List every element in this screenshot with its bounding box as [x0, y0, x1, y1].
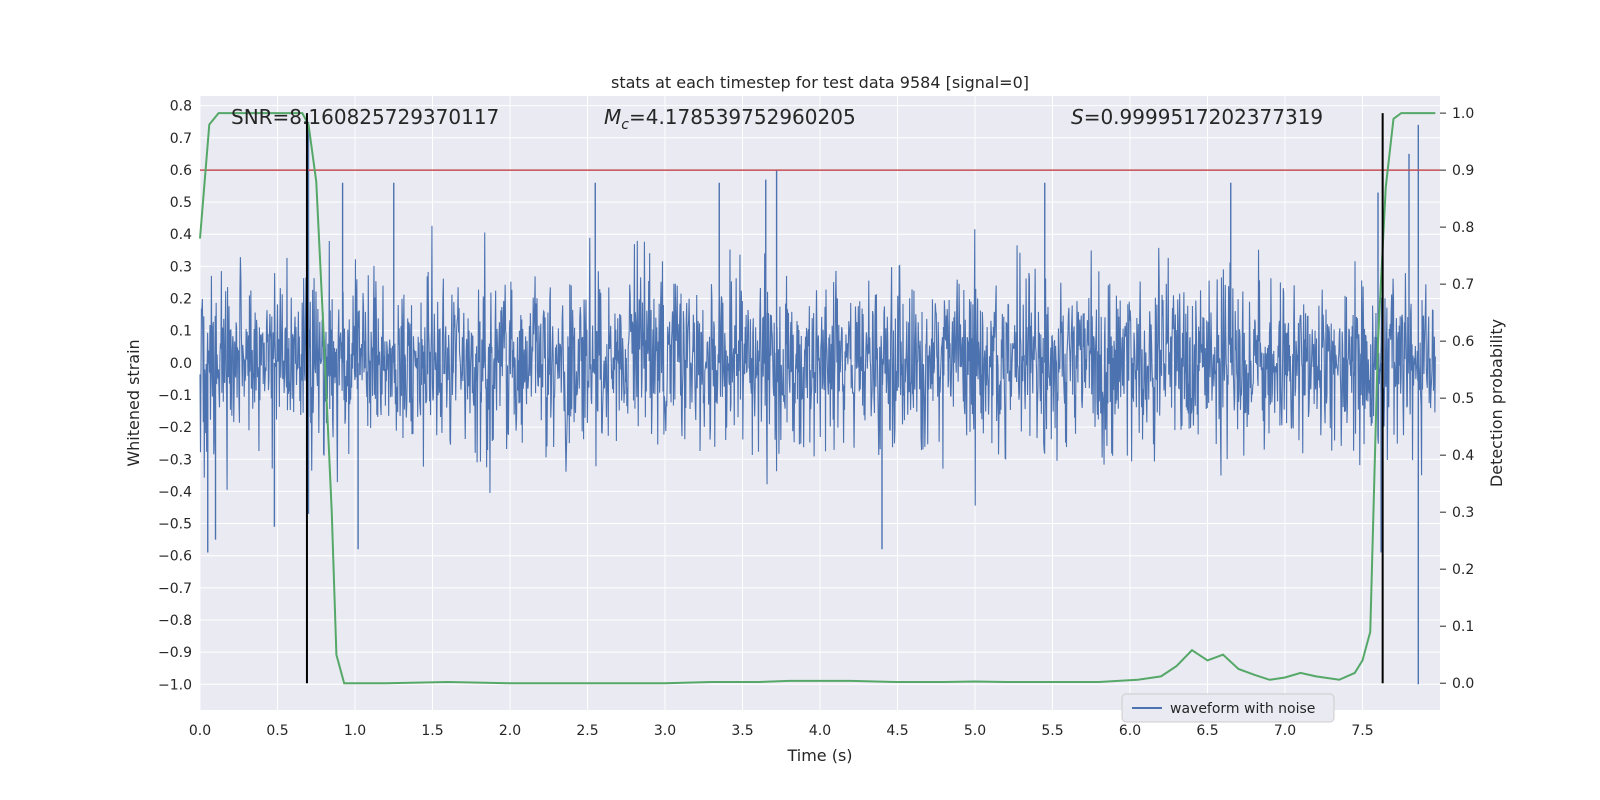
y-left-tick-label: −1.0	[158, 677, 192, 693]
y-left-tick-label: −0.2	[158, 420, 192, 436]
x-tick-label: 2.5	[576, 723, 598, 739]
y-left-tick-label: −0.4	[158, 484, 192, 500]
x-tick-label: 1.0	[344, 723, 366, 739]
y-right-axis-ticks: 1.0 0.9 0.8 0.7 0.6 0.5 0.4 0.3 0.2 0.1 0.0	[1440, 106, 1474, 692]
waveform-series	[199, 121, 1436, 685]
legend: waveform with noise	[1121, 693, 1335, 723]
y-left-tick-label: −0.7	[158, 581, 192, 597]
x-axis-ticks: 0.0 0.5 1.0 1.5 2.0 2.5 3.0 3.5 4.0 4.5 5.0 5.5 6.0 6…	[189, 723, 1374, 739]
y-right-tick-label: 0.5	[1452, 391, 1474, 407]
mc-symbol: M	[604, 105, 621, 129]
y-right-axis-label: Detection probability	[1487, 319, 1506, 487]
overlay-lines	[199, 112, 1440, 685]
y-left-axis-label: Whitened strain	[124, 339, 143, 466]
y-right-tick-label: 0.8	[1452, 220, 1474, 236]
y-right-tick-label: 0.4	[1452, 448, 1474, 464]
x-tick-label: 4.5	[886, 723, 908, 739]
y-right-tick-label: 1.0	[1452, 106, 1474, 122]
s-value: =0.9999517202377319	[1084, 105, 1323, 129]
x-tick-label: 3.0	[654, 723, 676, 739]
y-left-tick-label: 0.1	[170, 324, 192, 340]
x-tick-label: 1.5	[421, 723, 443, 739]
s-symbol: S	[1071, 105, 1084, 129]
y-left-tick-label: −0.3	[158, 452, 192, 468]
x-tick-label: 0.5	[266, 723, 288, 739]
y-left-tick-label: −0.9	[158, 645, 192, 661]
y-left-tick-label: 0.0	[170, 356, 192, 372]
detection-probability-line	[199, 112, 1436, 685]
snr-annotation: SNR=8.160825729370117	[231, 105, 499, 129]
y-left-tick-label: 0.3	[170, 259, 192, 275]
y-left-tick-label: 0.7	[170, 131, 192, 147]
y-left-tick-label: −0.5	[158, 517, 192, 533]
y-right-tick-label: 0.3	[1452, 505, 1474, 521]
x-axis-label: Time (s)	[786, 746, 852, 765]
mc-value: =4.178539752960205	[629, 105, 856, 129]
mc-annotation: Mc=4.178539752960205	[604, 105, 856, 133]
legend-label: waveform with noise	[1170, 701, 1315, 717]
x-tick-label: 4.0	[809, 723, 831, 739]
x-tick-label: 5.5	[1041, 723, 1063, 739]
y-left-tick-label: 0.8	[170, 99, 192, 115]
x-tick-label: 0.0	[189, 723, 211, 739]
mc-subscript: c	[621, 117, 629, 133]
x-tick-label: 7.5	[1351, 723, 1373, 739]
y-left-tick-label: −0.8	[158, 613, 192, 629]
x-tick-label: 3.5	[731, 723, 753, 739]
y-right-tick-label: 0.0	[1452, 676, 1474, 692]
y-right-tick-label: 0.6	[1452, 334, 1474, 350]
y-left-tick-label: 0.6	[170, 163, 192, 179]
x-tick-label: 6.0	[1119, 723, 1141, 739]
waveform-with-noise-line	[199, 225, 1436, 506]
x-tick-label: 7.0	[1274, 723, 1296, 739]
x-tick-label: 5.0	[964, 723, 986, 739]
y-right-tick-label: 0.9	[1452, 163, 1474, 179]
chart-title: stats at each timestep for test data 958…	[611, 73, 1029, 92]
y-right-tick-label: 0.2	[1452, 562, 1474, 578]
y-right-tick-label: 0.7	[1452, 277, 1474, 293]
s-annotation: S=0.9999517202377319	[1071, 105, 1323, 129]
y-left-tick-label: 0.4	[170, 227, 192, 243]
legend-box	[1121, 693, 1335, 723]
x-tick-label: 2.0	[499, 723, 521, 739]
y-left-axis-ticks: 0.8 0.7 0.6 0.5 0.4 0.3 0.2 0.1 0.0 −0.1 −0.2 −0.3 −…	[158, 99, 192, 694]
y-left-tick-label: 0.2	[170, 292, 192, 308]
x-tick-label: 6.5	[1196, 723, 1218, 739]
y-left-tick-label: −0.6	[158, 549, 192, 565]
y-left-tick-label: 0.5	[170, 195, 192, 211]
y-right-tick-label: 0.1	[1452, 619, 1474, 635]
y-left-tick-label: −0.1	[158, 388, 192, 404]
